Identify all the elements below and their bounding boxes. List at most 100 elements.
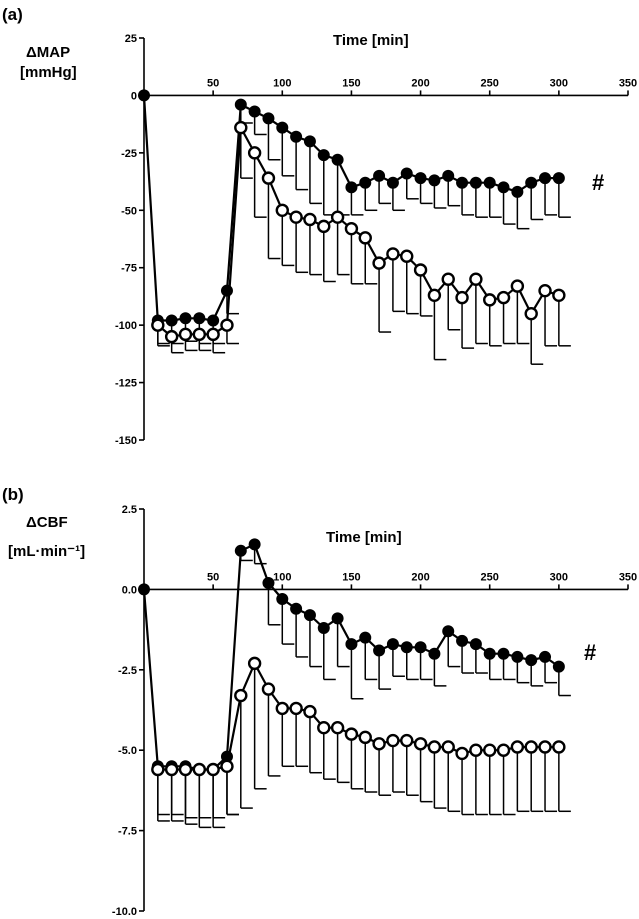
panel-b-filled-point: [331, 612, 344, 625]
panel-b-filled-point: [552, 660, 565, 673]
panel-b-filled-point: [456, 634, 469, 647]
panel-a-x-tick-label: 250: [481, 77, 499, 89]
panel-a-open-point: [386, 247, 400, 261]
panel-a-open-series-line: [157, 123, 560, 338]
panel-a-filled-point: [317, 149, 330, 162]
panel-a-open-point: [483, 293, 497, 307]
panel-a-filled-point: [497, 181, 510, 194]
panel-a-filled-point: [414, 172, 427, 185]
panel-a-open-point: [496, 290, 511, 305]
panel-b: (b) ΔCBF [mL·min⁻¹] Time [min] # 2.5 0.0 -…: [2, 485, 637, 918]
panel-b-open-point: [469, 743, 483, 757]
panel-b-x-tick-label: 50: [207, 571, 219, 583]
panel-b-open-point: [151, 762, 165, 777]
panel-b-y-tick-label: -7.5: [118, 826, 137, 838]
panel-a-y-tick-label: -50: [121, 205, 137, 217]
panel-b-filled-point: [428, 647, 441, 660]
panel-a-open-point: [192, 327, 207, 342]
panel-b-open-point: [206, 762, 220, 777]
panel-a-x-tick-label: 300: [550, 77, 568, 89]
panel-b-open-point: [192, 762, 207, 777]
panel-a-y-tick-label: -100: [115, 320, 137, 332]
panel-a-filled-point: [248, 105, 261, 118]
panel-b-open-point: [178, 762, 193, 777]
panel-b-filled-point: [248, 538, 261, 551]
panel-a-open-point: [303, 212, 317, 227]
panel-a-x-tick-label: 200: [411, 77, 429, 89]
panel-b-ylabel-line2: [mL·min⁻¹]: [8, 543, 85, 560]
panel-b-filled-point: [539, 650, 552, 663]
panel-a-open-point: [510, 279, 525, 293]
panel-a-xlabel: Time [min]: [333, 32, 409, 49]
panel-b-plot: 2.5 0.0 -2.5 -5.0 -7.5 -10.0 50 100 150 200 250 300…: [112, 504, 637, 918]
panel-b-open-point: [427, 740, 442, 754]
panel-b-ylabel-line1: ΔCBF: [26, 514, 68, 531]
panel-a-open-point: [455, 290, 469, 305]
panel-b-open-point: [358, 730, 372, 745]
panel-b-y-tick-label: 0.0: [122, 584, 137, 596]
panel-b-y-tick-label: 2.5: [122, 504, 137, 516]
panel-a-filled-point: [469, 176, 482, 189]
panel-a-filled-point: [290, 130, 303, 143]
panel-a-y-tick-label: -75: [121, 263, 137, 275]
panel-b-open-point: [247, 656, 262, 671]
panel-a-filled-point: [386, 176, 399, 189]
panel-a-filled-point: [234, 98, 247, 111]
panel-a-x-tick-label: 50: [207, 77, 219, 89]
panel-a-filled-point: [483, 176, 496, 189]
panel-a-y-tick-label: -150: [115, 435, 137, 447]
panel-a-open-point: [151, 318, 165, 332]
panel-a-x-tick-label: 150: [342, 77, 360, 89]
panel-b-filled-point: [414, 641, 427, 654]
panel-b-open-point: [455, 746, 469, 761]
panel-b-open-point: [386, 733, 400, 748]
panel-a-filled-point: [138, 89, 150, 102]
panel-b-open-point: [483, 743, 497, 757]
panel-a-y-tick-label: 0: [131, 90, 137, 102]
panel-a-y-tick-label: -125: [115, 378, 137, 390]
panel-b-open-point: [261, 682, 276, 696]
panel-b-open-point: [372, 737, 386, 751]
panel-a-open-point: [289, 210, 303, 224]
panel-b-y-tick-label: -10.0: [112, 906, 137, 918]
panel-a-x-tick-label: 100: [273, 77, 291, 89]
panel-b-open-point: [220, 759, 234, 773]
panel-a-filled-point: [373, 169, 386, 182]
panel-a: (a) ΔMAP [mmHg] Time [min] # 250-25-50-7…: [2, 5, 637, 447]
panel-a-open-point: [441, 272, 455, 286]
panel-a-filled-point: [345, 181, 358, 194]
panel-a-filled-point: [207, 314, 220, 327]
panel-b-xlabel: Time [min]: [326, 529, 402, 546]
panel-b-filled-point: [483, 647, 496, 660]
panel-a-label: (a): [2, 5, 23, 24]
panel-b-open-point: [524, 740, 538, 754]
panel-b-open-point: [344, 727, 359, 741]
panel-a-open-point: [524, 306, 538, 321]
panel-b-filled-point: [469, 638, 482, 651]
panel-b-filled-point: [525, 654, 538, 667]
panel-a-filled-point: [220, 284, 233, 297]
panel-a-filled-point: [539, 172, 552, 185]
panel-b-open-point: [289, 701, 303, 716]
panel-a-filled-point: [525, 176, 538, 189]
panel-a-significance-mark: #: [592, 170, 604, 195]
panel-b-y-tick-label: -2.5: [118, 665, 137, 677]
panel-b-open-point: [552, 740, 566, 754]
panel-a-open-point: [358, 231, 372, 245]
panel-a-filled-point: [428, 174, 441, 187]
panel-a-ylabel-line1: ΔMAP: [26, 44, 70, 61]
panel-b-open-point: [317, 720, 331, 735]
panel-b-open-point: [330, 720, 345, 735]
panel-b-filled-point: [511, 650, 524, 663]
panel-b-label: (b): [2, 485, 24, 504]
panel-b-open-point: [538, 740, 552, 754]
panel-b-open-point: [496, 743, 511, 757]
panel-a-open-point: [413, 263, 428, 277]
panel-b-open-point: [275, 701, 289, 716]
panel-b-x-tick-label: 350: [619, 571, 637, 583]
panel-b-open-point: [441, 740, 455, 754]
panel-a-open-point: [261, 171, 276, 185]
panel-b-filled-point: [442, 625, 455, 638]
panel-b-x-tick-label: 250: [481, 571, 499, 583]
panel-b-open-point: [164, 762, 179, 777]
